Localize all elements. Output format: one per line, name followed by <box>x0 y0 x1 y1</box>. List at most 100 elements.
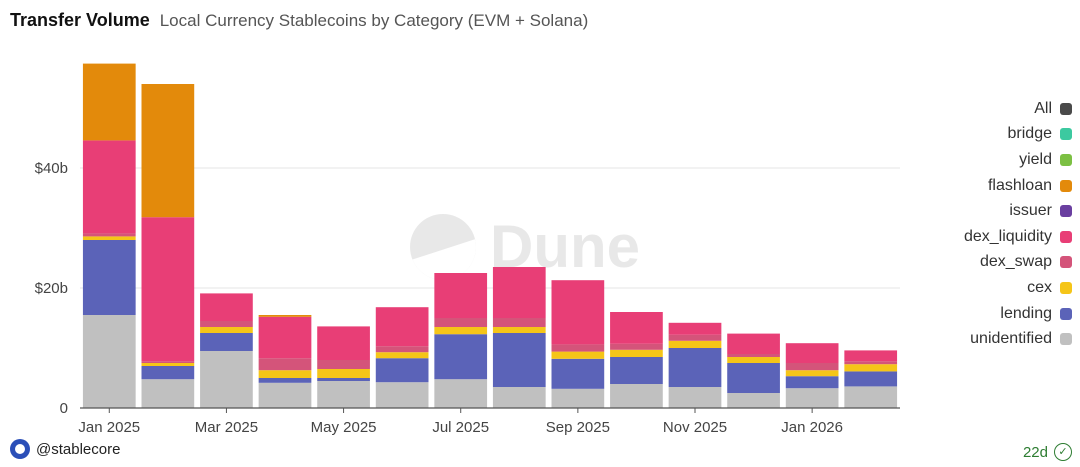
bar-segment-cex[interactable] <box>668 340 722 348</box>
bar-segment-cex[interactable] <box>727 357 780 363</box>
bar-segment-unidentified[interactable] <box>844 386 898 408</box>
bar-segment-unidentified[interactable] <box>258 382 312 408</box>
bar-segment-dex-liquidity[interactable] <box>317 326 370 360</box>
bar-segment-unidentified[interactable] <box>610 384 663 408</box>
bar-segment-dex-liquidity[interactable] <box>434 273 488 318</box>
bar-stack-2025-06[interactable] <box>375 307 429 408</box>
bar-segment-unidentified[interactable] <box>141 379 195 408</box>
legend-label: dex_swap <box>979 253 1052 271</box>
bar-segment-dex-liquidity[interactable] <box>82 140 136 234</box>
legend-item-yield[interactable]: yield <box>852 147 1072 173</box>
bar-stack-2025-01[interactable] <box>82 63 136 408</box>
bar-segment-cex[interactable] <box>258 370 312 378</box>
bar-segment-flashloan[interactable] <box>141 84 195 218</box>
bar-segment-lending[interactable] <box>785 376 839 389</box>
bar-stack-2026-02[interactable] <box>844 350 898 408</box>
bar-segment-lending[interactable] <box>551 358 605 389</box>
bar-segment-lending[interactable] <box>434 334 488 380</box>
bar-segment-dex-liquidity[interactable] <box>141 217 195 362</box>
bar-segment-dex-liquidity[interactable] <box>492 267 546 318</box>
bar-segment-cex[interactable] <box>610 349 663 357</box>
bar-stack-2025-11[interactable] <box>668 322 722 408</box>
legend-item-flashloan[interactable]: flashloan <box>852 173 1072 199</box>
bar-segment-lending[interactable] <box>200 333 253 351</box>
bar-stack-2025-02[interactable] <box>141 84 195 408</box>
bar-stack-2025-09[interactable] <box>551 280 605 408</box>
bar-segment-dex-swap[interactable] <box>200 321 253 327</box>
legend-item-dex-swap[interactable]: dex_swap <box>852 250 1072 276</box>
legend-item-all[interactable]: All <box>852 96 1072 122</box>
bar-segment-flashloan[interactable] <box>82 63 136 141</box>
bar-segment-dex-swap[interactable] <box>492 318 546 327</box>
bar-stack-2025-05[interactable] <box>317 326 370 408</box>
bar-segment-unidentified[interactable] <box>668 387 722 408</box>
bar-segment-unidentified[interactable] <box>434 379 488 408</box>
bar-stack-2026-01[interactable] <box>785 343 839 408</box>
bar-segment-lending[interactable] <box>317 378 370 381</box>
bar-segment-dex-swap[interactable] <box>551 344 605 352</box>
bar-segment-flashloan[interactable] <box>258 315 312 317</box>
bar-segment-cex[interactable] <box>82 236 136 240</box>
legend-item-bridge[interactable]: bridge <box>852 122 1072 148</box>
bar-segment-dex-swap[interactable] <box>727 354 780 357</box>
bar-segment-dex-liquidity[interactable] <box>668 322 722 335</box>
bar-segment-cex[interactable] <box>785 370 839 377</box>
bar-segment-dex-liquidity[interactable] <box>200 293 253 321</box>
bar-segment-unidentified[interactable] <box>375 382 429 408</box>
bar-segment-dex-liquidity[interactable] <box>610 312 663 344</box>
refresh-badge[interactable]: 22d ✓ <box>1023 443 1072 461</box>
bar-segment-unidentified[interactable] <box>727 393 780 408</box>
bar-stack-2025-07[interactable] <box>434 273 488 408</box>
bar-segment-cex[interactable] <box>317 369 370 378</box>
bar-segment-dex-swap[interactable] <box>258 358 312 371</box>
legend-item-lending[interactable]: lending <box>852 301 1072 327</box>
bar-segment-unidentified[interactable] <box>492 387 546 408</box>
bar-segment-dex-swap[interactable] <box>668 334 722 341</box>
bar-stack-2025-12[interactable] <box>727 333 780 408</box>
bar-segment-cex[interactable] <box>492 327 546 333</box>
bar-segment-unidentified[interactable] <box>551 388 605 408</box>
bar-segment-lending[interactable] <box>844 371 898 387</box>
bar-segment-cex[interactable] <box>551 351 605 359</box>
bar-stack-2025-03[interactable] <box>200 293 253 408</box>
legend-item-dex-liquidity[interactable]: dex_liquidity <box>852 224 1072 250</box>
bar-segment-cex[interactable] <box>434 327 488 335</box>
bar-segment-cex[interactable] <box>141 363 195 366</box>
legend-item-unidentified[interactable]: unidentified <box>852 326 1072 352</box>
bar-segment-dex-swap[interactable] <box>375 346 429 353</box>
bar-segment-dex-swap[interactable] <box>785 363 839 371</box>
bar-segment-dex-swap[interactable] <box>844 361 898 365</box>
bar-segment-dex-liquidity[interactable] <box>551 280 605 345</box>
bar-segment-dex-swap[interactable] <box>610 343 663 350</box>
bar-segment-dex-swap[interactable] <box>141 361 195 363</box>
bar-segment-cex[interactable] <box>200 327 253 333</box>
bar-segment-dex-liquidity[interactable] <box>785 343 839 363</box>
bar-segment-lending[interactable] <box>727 363 780 393</box>
bar-segment-dex-liquidity[interactable] <box>258 316 312 359</box>
bar-segment-cex[interactable] <box>375 352 429 359</box>
bar-segment-cex[interactable] <box>844 364 898 372</box>
bar-segment-lending[interactable] <box>82 240 136 315</box>
bar-segment-lending[interactable] <box>492 333 546 387</box>
bar-segment-dex-swap[interactable] <box>82 233 136 237</box>
bar-segment-lending[interactable] <box>668 348 722 387</box>
bar-segment-dex-liquidity[interactable] <box>844 350 898 362</box>
legend-item-issuer[interactable]: issuer <box>852 198 1072 224</box>
bar-segment-dex-swap[interactable] <box>317 360 370 369</box>
bar-stack-2025-04[interactable] <box>258 315 312 408</box>
bar-segment-unidentified[interactable] <box>317 381 370 408</box>
bar-segment-dex-liquidity[interactable] <box>727 333 780 354</box>
bar-segment-lending[interactable] <box>141 366 195 380</box>
bar-segment-unidentified[interactable] <box>82 315 136 408</box>
bar-segment-lending[interactable] <box>258 378 312 383</box>
bar-stack-2025-08[interactable] <box>492 267 546 408</box>
bar-segment-lending[interactable] <box>375 358 429 383</box>
bar-segment-lending[interactable] <box>610 357 663 384</box>
bar-stack-2025-10[interactable] <box>610 312 663 408</box>
legend-item-cex[interactable]: cex <box>852 275 1072 301</box>
bar-segment-unidentified[interactable] <box>200 351 253 408</box>
bar-segment-unidentified[interactable] <box>785 388 839 408</box>
bar-segment-dex-liquidity[interactable] <box>375 307 429 347</box>
bar-segment-dex-swap[interactable] <box>434 318 488 327</box>
